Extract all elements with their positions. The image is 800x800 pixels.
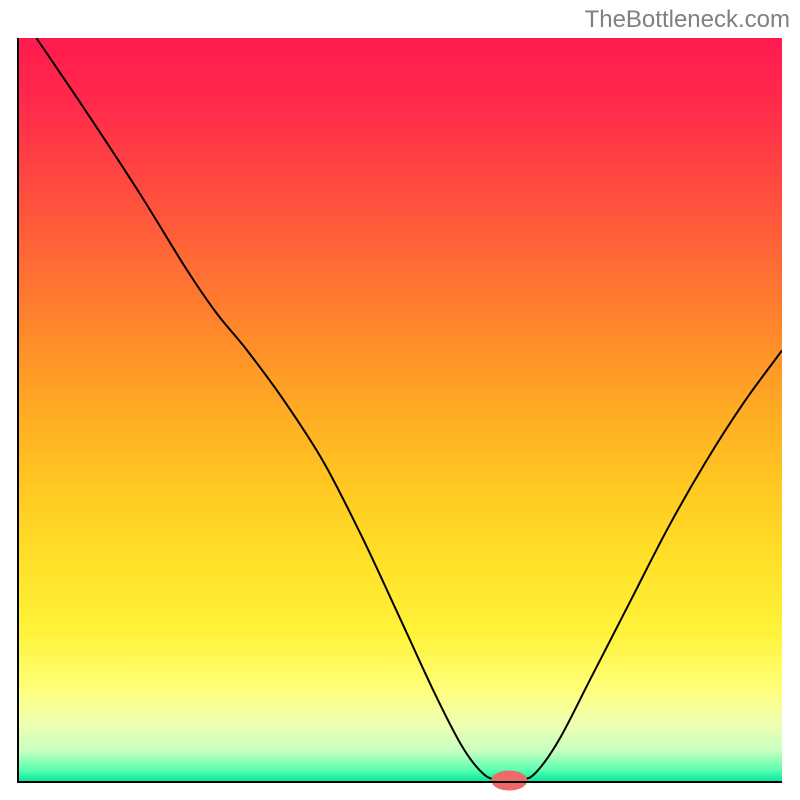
plot-background-gradient: [18, 38, 782, 782]
chart-container: TheBottleneck.com: [0, 0, 800, 800]
optimal-marker: [491, 771, 527, 791]
watermark-text: TheBottleneck.com: [585, 6, 790, 34]
bottleneck-curve-chart: [0, 0, 800, 800]
